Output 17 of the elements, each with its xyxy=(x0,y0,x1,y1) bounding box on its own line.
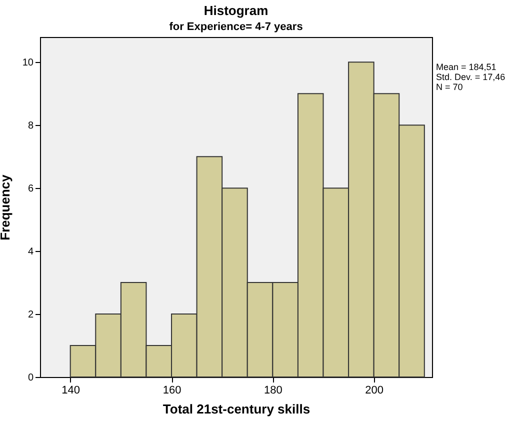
chart-title: Histogram xyxy=(204,3,268,18)
x-tick-label: 200 xyxy=(365,384,384,396)
text: N = 70 xyxy=(436,82,463,92)
text: Mean = 184,51 xyxy=(436,62,496,72)
x-axis-title: Total 21st-century skills xyxy=(162,402,310,416)
x-tick-label: 180 xyxy=(264,384,282,396)
y-tick-label: 6 xyxy=(28,184,34,195)
x-tick-label: 140 xyxy=(62,384,80,396)
y-tick-label: 4 xyxy=(28,246,34,258)
y-tick-label: 2 xyxy=(28,310,34,321)
y-tick-label: 0 xyxy=(28,372,34,384)
x-tick-label: 160 xyxy=(162,384,182,396)
y-tick-label: 8 xyxy=(28,120,34,132)
y-axis-title: Frequency xyxy=(0,174,12,240)
y-tick-label: 10 xyxy=(22,58,34,69)
chart-subtitle: for Experience= 4-7 years xyxy=(169,21,303,33)
text: Std. Dev. = 17,46 xyxy=(436,72,506,82)
